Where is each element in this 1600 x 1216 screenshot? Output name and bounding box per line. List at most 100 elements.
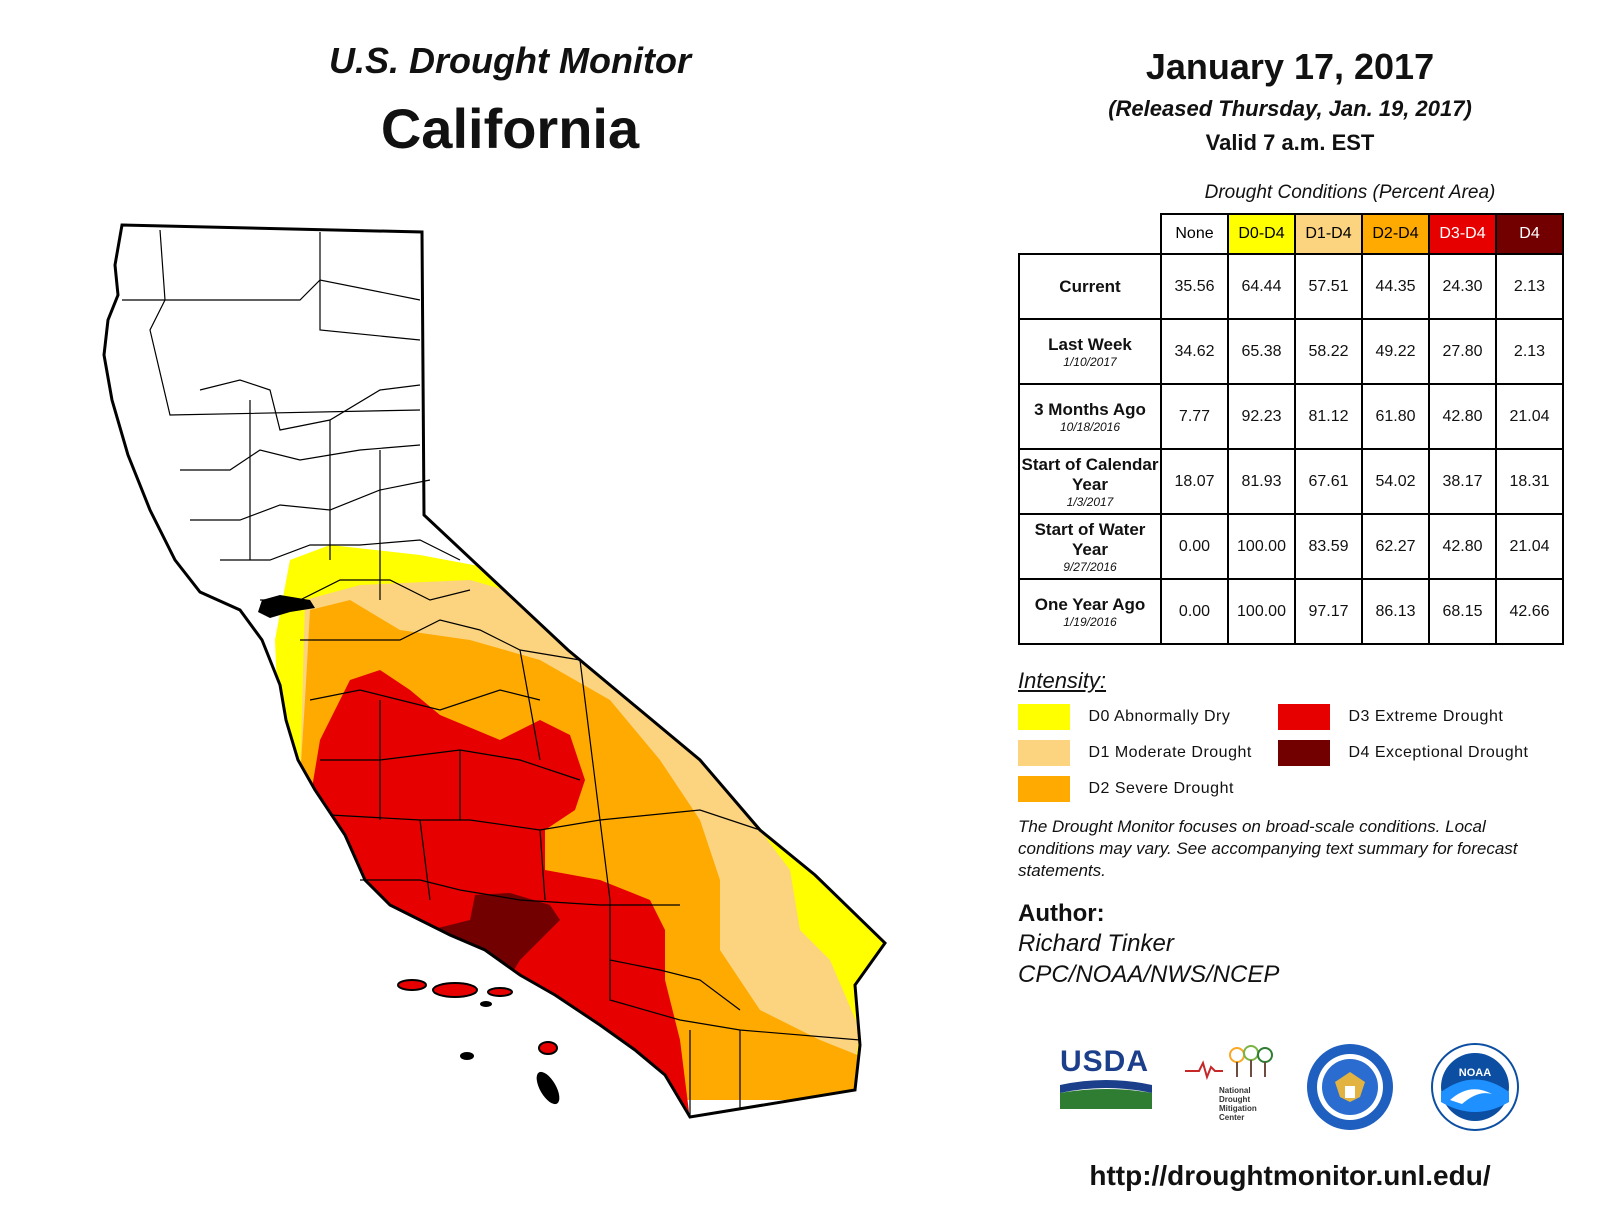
legend-swatch-d1	[1018, 740, 1070, 766]
map-title: California	[380, 97, 640, 160]
table-cell: 62.27	[1361, 513, 1430, 580]
table-cell: 0.00	[1160, 578, 1229, 645]
table-cell: 61.80	[1361, 383, 1430, 450]
table-row: 3 Months Ago 10/18/2016 7.77 92.23 81.12 61.8…	[1018, 383, 1564, 450]
table-cell: 24.30	[1428, 253, 1497, 320]
row-date: 9/27/2016	[1063, 559, 1117, 574]
legend-item-d3: D3 Extreme Drought	[1278, 704, 1503, 730]
legend-label-d2: D2 Severe Drought	[1088, 780, 1234, 797]
county-lines	[122, 229, 861, 1115]
legend-item-d0: D0 Abnormally Dry	[1018, 704, 1230, 730]
table-cell: 18.31	[1495, 448, 1564, 515]
ndmc-logo-line: National	[1219, 1086, 1251, 1095]
table-cell: 0.00	[1160, 513, 1229, 580]
valid-time: Valid 7 a.m. EST	[1205, 130, 1375, 155]
table-row: Start of Water Year 9/27/2016 0.00 100.00 83…	[1018, 513, 1564, 580]
table-cell: 81.93	[1227, 448, 1296, 515]
table-cell: 67.61	[1294, 448, 1363, 515]
legend-swatch-d4	[1278, 740, 1330, 766]
disclaimer-note: The Drought Monitor focuses on broad-sca…	[1018, 817, 1518, 880]
row-date: 1/10/2017	[1063, 354, 1117, 369]
legend-swatch-d0	[1018, 704, 1070, 730]
table-row: Current 35.56 64.44 57.51 44.35 24.30 2.13	[1018, 253, 1564, 320]
author-organization: CPC/NOAA/NWS/NCEP	[1018, 961, 1280, 988]
row-header: 3 Months Ago 10/18/2016	[1018, 383, 1162, 450]
release-date: (Released Thursday, Jan. 19, 2017)	[1108, 96, 1472, 121]
table-cell: 44.35	[1361, 253, 1430, 320]
table-cell: 58.22	[1294, 318, 1363, 385]
map-date: January 17, 2017	[1145, 46, 1435, 87]
table-cell: 38.17	[1428, 448, 1497, 515]
usda-logo: USDA	[1060, 1045, 1152, 1111]
row-label: Start of Calendar Year	[1021, 454, 1159, 494]
row-header: Start of Water Year 9/27/2016	[1018, 513, 1162, 580]
table-cell: 42.66	[1495, 578, 1564, 645]
website-url[interactable]: http://droughtmonitor.unl.edu/	[1089, 1160, 1491, 1191]
legend-swatch-d2	[1018, 776, 1070, 802]
table-cell: 21.04	[1495, 383, 1564, 450]
table-cell: 27.80	[1428, 318, 1497, 385]
channel-islands	[397, 979, 560, 1105]
row-label: Last Week	[1048, 334, 1132, 354]
drought-conditions-table: None D0-D4 D1-D4 D2-D4 D3-D4 D4 Current 3…	[1018, 213, 1564, 645]
column-header: None	[1160, 213, 1229, 255]
column-header: D4	[1495, 213, 1564, 255]
legend-label-d4: D4 Exceptional Drought	[1348, 744, 1529, 761]
row-header: One Year Ago 1/19/2016	[1018, 578, 1162, 645]
usda-logo-text: USDA	[1060, 1045, 1150, 1078]
table-cell: 92.23	[1227, 383, 1296, 450]
table-cell: 2.13	[1495, 253, 1564, 320]
state-outline	[102, 223, 887, 1119]
row-label: Start of Water Year	[1034, 519, 1146, 559]
table-cell: 54.02	[1361, 448, 1430, 515]
table-cell: 7.77	[1160, 383, 1229, 450]
legend-label-d3: D3 Extreme Drought	[1348, 708, 1504, 725]
noaa-logo: NOAA	[1431, 1043, 1519, 1131]
row-date: 1/19/2016	[1063, 614, 1117, 629]
table-cell: 100.00	[1227, 578, 1296, 645]
row-date: 1/3/2017	[1066, 494, 1114, 509]
author-name: Richard Tinker	[1018, 930, 1174, 957]
legend-item-d2: D2 Severe Drought	[1018, 776, 1234, 802]
table-corner	[1019, 214, 1161, 254]
ndmc-logo-mark	[1185, 1045, 1273, 1081]
ndmc-logo-line: Mitigation	[1219, 1104, 1257, 1113]
table-row: One Year Ago 1/19/2016 0.00 100.00 97.17 86.1…	[1018, 578, 1564, 645]
table-header-row: None D0-D4 D1-D4 D2-D4 D3-D4 D4	[1019, 213, 1564, 255]
row-header: Start of Calendar Year 1/3/2017	[1018, 448, 1162, 515]
table-cell: 100.00	[1227, 513, 1296, 580]
row-label: Current	[1059, 276, 1121, 296]
department-of-commerce-seal	[1307, 1044, 1393, 1130]
sf-bay	[258, 595, 315, 618]
ndmc-logo-text: National Drought Mitigation Center	[1219, 1086, 1280, 1122]
column-header: D3-D4	[1428, 213, 1497, 255]
column-header: D2-D4	[1361, 213, 1430, 255]
row-label: 3 Months Ago	[1034, 399, 1146, 419]
legend-label-d0: D0 Abnormally Dry	[1088, 708, 1231, 725]
row-label: One Year Ago	[1034, 594, 1146, 614]
noaa-logo-text: NOAA	[1459, 1067, 1491, 1079]
table-row: Start of Calendar Year 1/3/2017 18.07 81.93…	[1018, 448, 1564, 515]
table-cell: 64.44	[1227, 253, 1296, 320]
table-row: Last Week 1/10/2017 34.62 65.38 58.22 49.22 27…	[1018, 318, 1564, 385]
legend-item-d4: D4 Exceptional Drought	[1278, 740, 1528, 766]
table-cell: 35.56	[1160, 253, 1229, 320]
row-header: Last Week 1/10/2017	[1018, 318, 1162, 385]
california-drought-map	[102, 223, 887, 1119]
table-cell: 81.12	[1294, 383, 1363, 450]
d4-area	[405, 893, 560, 985]
table-caption: Drought Conditions (Percent Area)	[1204, 182, 1496, 203]
table-cell: 49.22	[1361, 318, 1430, 385]
table-cell: 57.51	[1294, 253, 1363, 320]
map-subtitle: U.S. Drought Monitor	[329, 40, 691, 81]
table-cell: 86.13	[1361, 578, 1430, 645]
column-header: D1-D4	[1294, 213, 1363, 255]
ndmc-logo-line: Drought	[1219, 1095, 1251, 1104]
row-date: 10/18/2016	[1059, 419, 1121, 434]
table-cell: 42.80	[1428, 513, 1497, 580]
legend-swatch-d3	[1278, 704, 1330, 730]
table-cell: 18.07	[1160, 448, 1229, 515]
drought-intensity-areas	[104, 225, 885, 1117]
table-cell: 97.17	[1294, 578, 1363, 645]
table-cell: 34.62	[1160, 318, 1229, 385]
